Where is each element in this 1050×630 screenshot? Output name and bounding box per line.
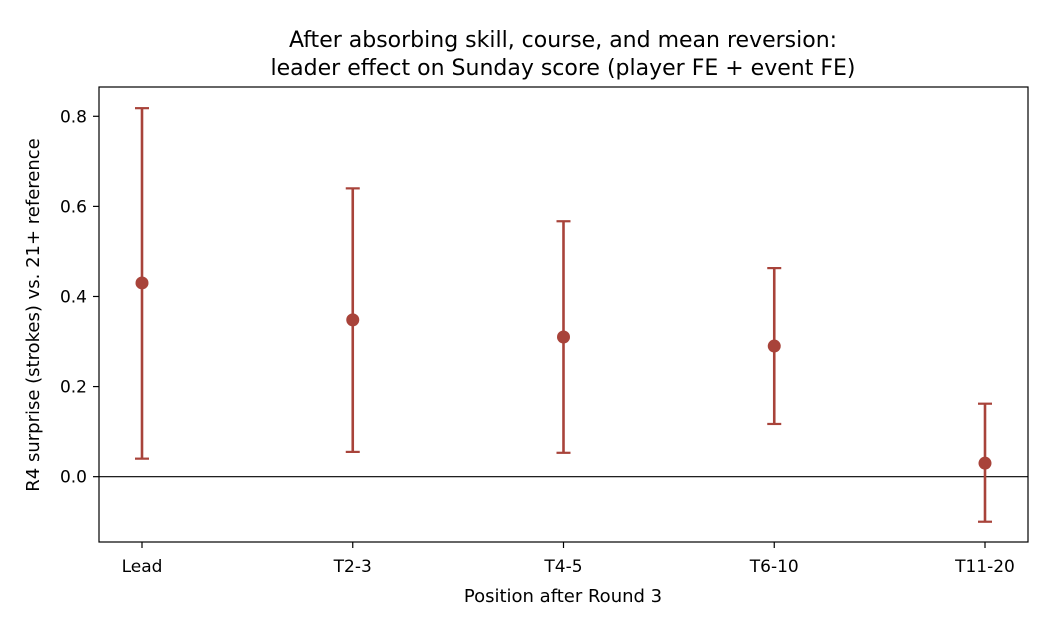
y-tick-label: 0.6 [60,197,87,217]
x-tick-label: Lead [122,557,163,577]
data-point [767,339,781,353]
data-point [978,456,992,470]
plot-frame [98,86,1029,543]
y-tick-label: 0.4 [60,287,87,307]
x-tick-label: T11-20 [954,557,1015,577]
data-point [557,330,570,344]
chart-title-line-2: leader effect on Sunday score (player FE… [271,56,856,81]
data-point [346,313,360,327]
x-axis-label: Position after Round 3 [464,586,662,607]
y-axis-label: R4 surprise (strokes) vs. 21+ reference [23,138,44,491]
y-tick-label: 0.0 [60,468,87,488]
x-tick-label: T2-3 [333,557,372,577]
chart-title-line-1: After absorbing skill, course, and mean … [289,28,837,53]
y-tick-label: 0.2 [60,378,87,398]
data-point [135,276,149,290]
plot-area: 0.0 0.2 0.4 0.6 0.8 Lead T2-3 T4-5 T6-10 T11-20 [60,107,1028,577]
y-tick-label: 0.8 [60,107,87,127]
x-tick-label: T6-10 [749,557,799,577]
x-tick-label: T4-5 [543,557,582,577]
